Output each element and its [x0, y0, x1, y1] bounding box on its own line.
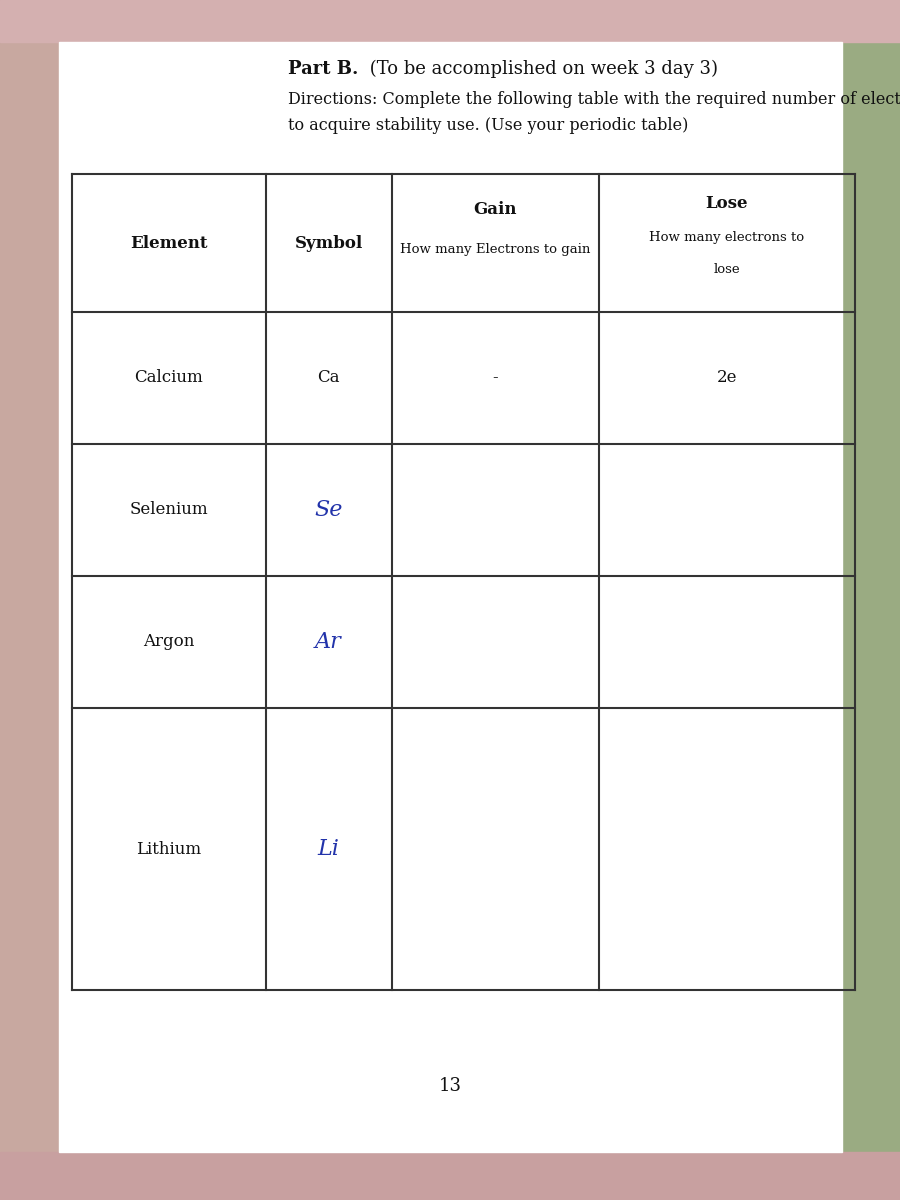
Text: -: -: [492, 370, 498, 386]
Bar: [0, 1152, 900, 1200]
Text: Lithium: Lithium: [136, 840, 202, 858]
Text: Selenium: Selenium: [130, 502, 208, 518]
Text: Directions: Complete the following table with the required number of electrons t: Directions: Complete the following table…: [288, 91, 900, 108]
Text: How many Electrons to gain: How many Electrons to gain: [400, 242, 590, 256]
Bar: [58, 42, 842, 1152]
Text: Element: Element: [130, 234, 208, 252]
Text: Argon: Argon: [143, 634, 194, 650]
Text: (To be accomplished on week 3 day 3): (To be accomplished on week 3 day 3): [364, 60, 718, 78]
Text: Lose: Lose: [706, 194, 748, 212]
Text: Se: Se: [314, 499, 343, 521]
Text: Gain: Gain: [473, 200, 517, 218]
Bar: [842, 0, 900, 1200]
Text: How many electrons to: How many electrons to: [649, 230, 805, 244]
Text: Ar: Ar: [315, 631, 342, 653]
Text: Ca: Ca: [317, 370, 340, 386]
Text: Part B.: Part B.: [288, 60, 358, 78]
Text: lose: lose: [714, 263, 740, 276]
Text: Symbol: Symbol: [294, 234, 363, 252]
Text: Li: Li: [318, 838, 339, 860]
Text: Calcium: Calcium: [134, 370, 203, 386]
Bar: [0, 0, 900, 42]
Bar: [0, 0, 58, 1200]
Text: to acquire stability use. (Use your periodic table): to acquire stability use. (Use your peri…: [288, 118, 688, 134]
Text: 13: 13: [438, 1078, 462, 1094]
Text: 2e: 2e: [716, 370, 737, 386]
